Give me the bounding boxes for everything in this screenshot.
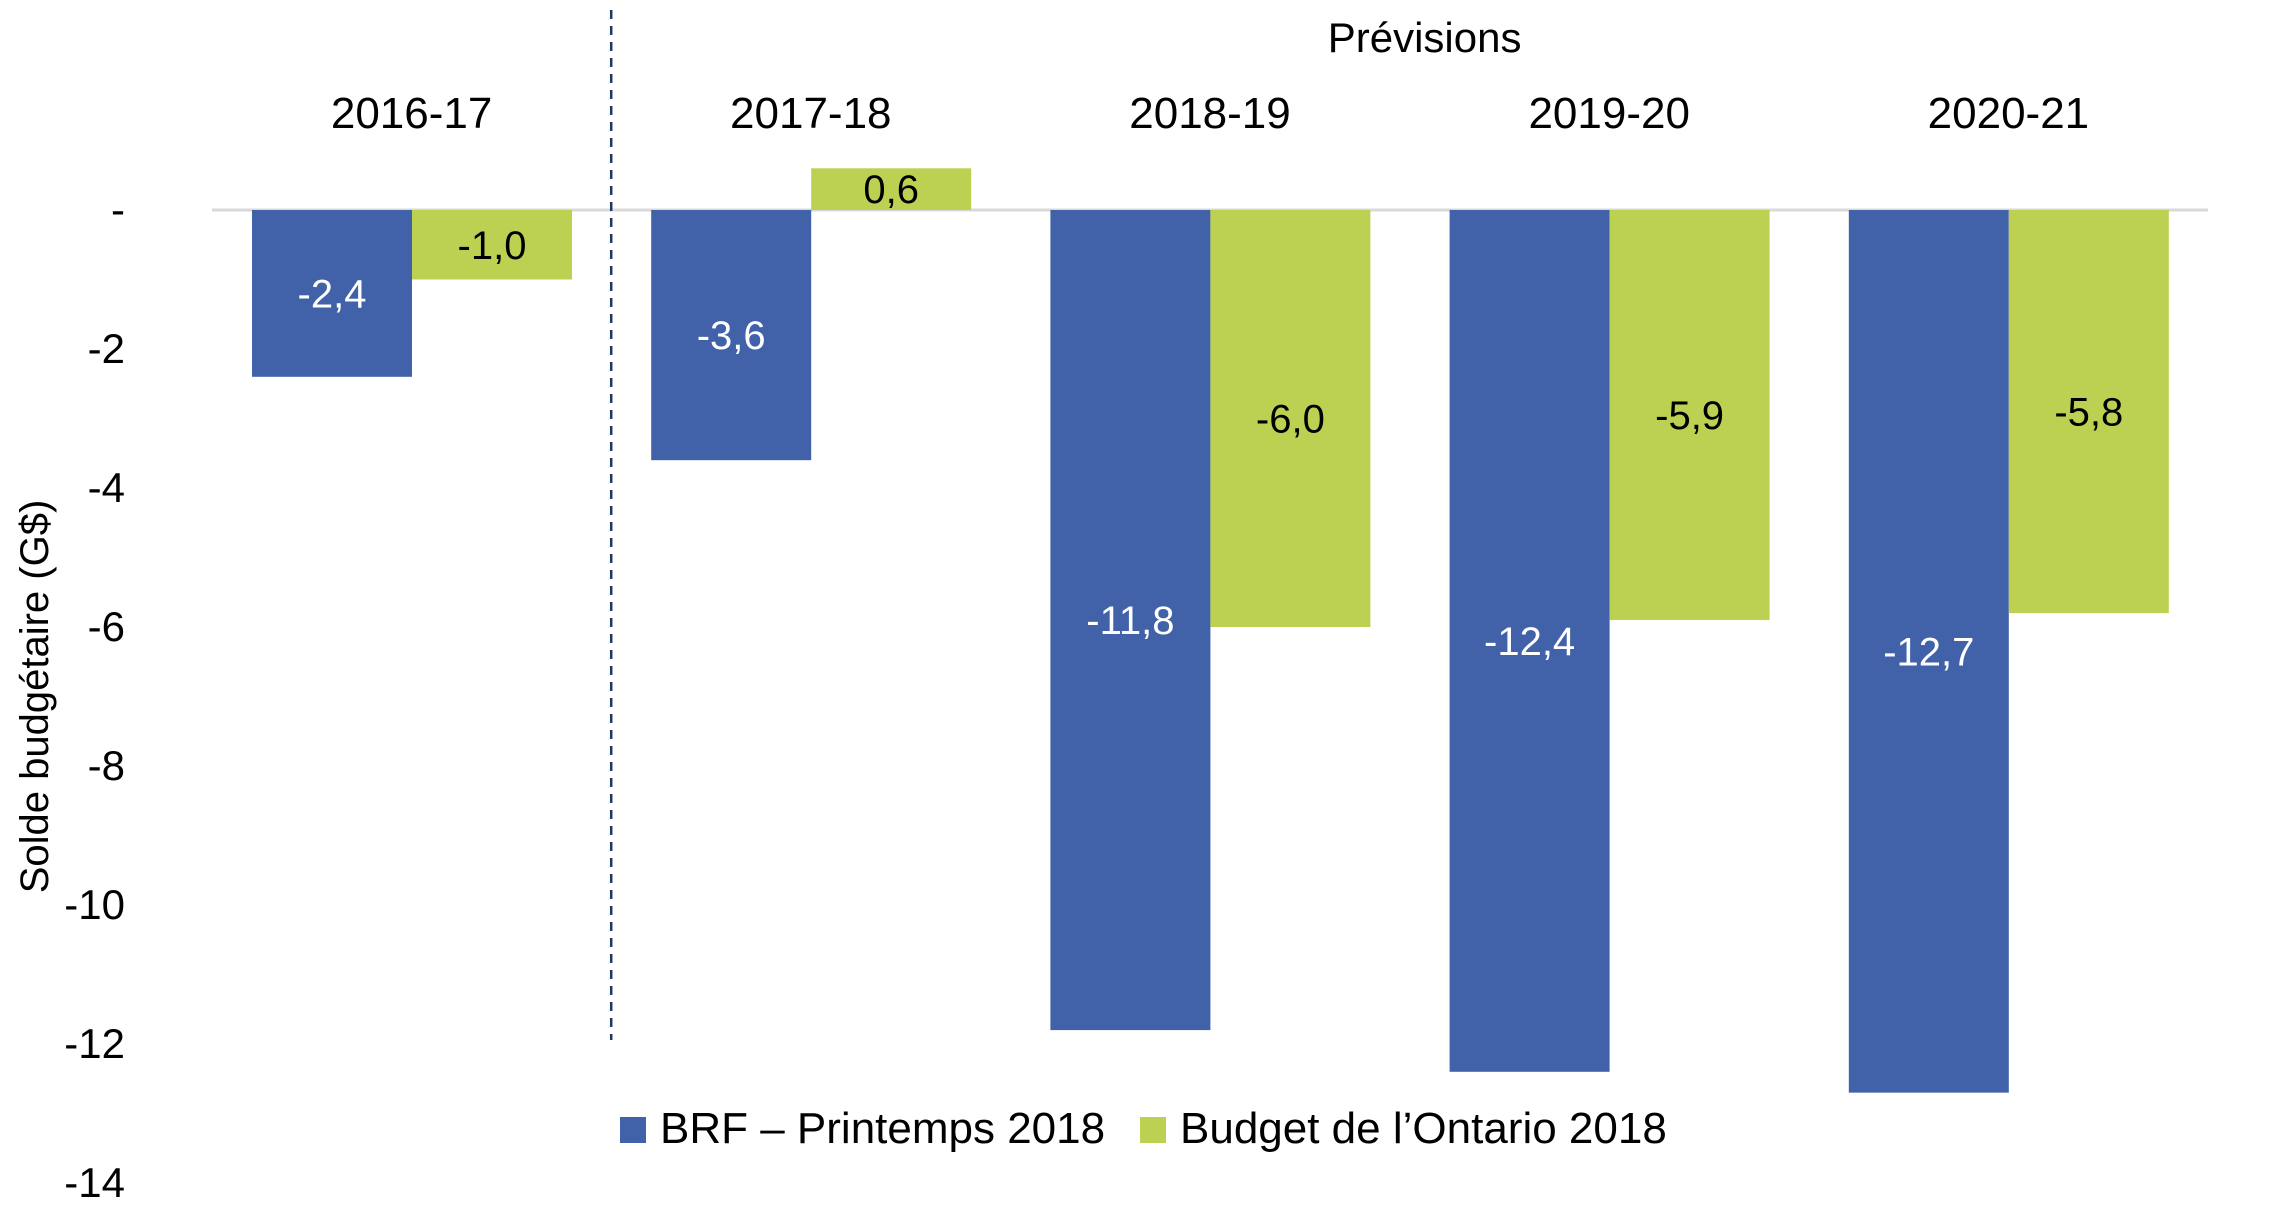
bar-0-2017-18 [651,210,812,461]
y-tick-label: -2 [88,325,125,372]
data-label: -5,8 [2054,391,2123,435]
y-tick-label: -14 [64,1159,125,1206]
bar-0-2018-19 [1050,210,1211,1031]
data-label: -12,7 [1883,630,1974,674]
y-tick-label: -6 [88,603,125,650]
legend-swatch [1140,1117,1166,1143]
category-label: 2019-20 [1528,89,1689,138]
y-tick-label: -12 [64,1020,125,1067]
category-label: 2020-21 [1928,89,2089,138]
legend-label: Budget de l’Ontario 2018 [1180,1104,1667,1153]
category-label: 2017-18 [730,89,891,138]
bar-1-2016-17 [412,210,572,280]
bar-0-2020-21 [1848,210,2009,1093]
data-label: -11,8 [1086,599,1174,643]
legend: BRF – Printemps 2018 Budget de l’Ontario … [620,1104,1667,1153]
y-axis-ticks: - -2 -4 -6 -8 -10 -12 -14 [64,186,125,1206]
category-label: 2018-19 [1129,89,1290,138]
data-label: -12,4 [1484,620,1575,664]
data-label: -5,9 [1655,394,1724,438]
data-label: 0,6 [863,168,919,212]
bar-0-2019-20 [1449,210,1610,1072]
bar-1-2017-18 [811,168,972,210]
legend-swatch [620,1117,646,1143]
y-tick-label: -8 [88,742,125,789]
bar-1-2019-20 [1609,210,1770,621]
bar-0-2016-17 [252,210,412,377]
bar-1-2020-21 [2008,210,2169,614]
category-labels: 2016-17 2017-18 2018-19 2019-20 2020-21 [331,89,2089,138]
bar-marks [252,168,2169,1093]
category-label: 2016-17 [331,89,492,138]
data-label: -2,4 [298,272,367,316]
forecast-annotation: Prévisions [1328,14,1522,61]
data-labels: -2,4 -1,0 -3,6 0,6 -11,8 -6,0 -12,4 -5,9 -12,7 -5… [298,168,2124,674]
data-label: -1,0 [458,224,527,268]
data-label: -3,6 [697,314,766,358]
y-tick-label: - [111,186,125,233]
data-label: -6,0 [1256,398,1325,442]
y-axis-label: Solde budgétaire (G$) [13,500,57,894]
legend-label: BRF – Printemps 2018 [660,1104,1105,1153]
y-tick-label: -10 [64,881,125,928]
bar-1-2018-19 [1210,210,1371,627]
y-tick-label: -4 [88,464,125,511]
